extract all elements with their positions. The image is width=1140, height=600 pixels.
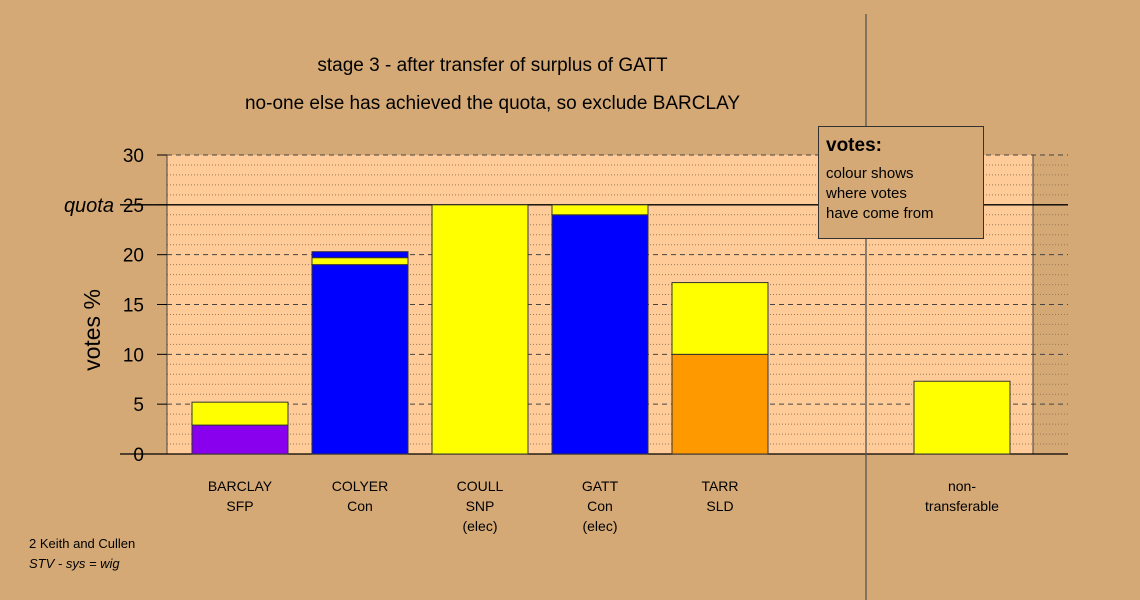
legend-box: votes: colour shows where votes have com… — [818, 126, 984, 239]
category-label-line: SLD — [706, 498, 734, 514]
category-label-line: COULL — [456, 478, 504, 494]
category-label-line: non- — [947, 478, 977, 494]
bar-group-0 — [191, 401, 289, 455]
y-tick-label: 10 — [123, 345, 144, 366]
bar-group-4 — [671, 282, 769, 455]
y-tick-label: 25 — [123, 196, 144, 217]
bar-segment — [191, 424, 289, 455]
bar-segment — [311, 264, 409, 455]
legend-line-3: have come from — [826, 205, 934, 222]
quota-label: quota — [64, 195, 114, 217]
y-tick-label: 20 — [123, 246, 144, 267]
category-label: TARR SLD — [660, 476, 780, 516]
category-label: COLYER Con — [300, 476, 420, 516]
bar-group-1 — [311, 251, 409, 455]
category-label-line: SNP — [465, 498, 495, 514]
legend-line-1: colour shows — [826, 165, 914, 182]
category-label: COULL SNP (elec) — [420, 476, 540, 536]
legend-line-2: where votes — [826, 185, 907, 202]
category-label: BARCLAY SFP — [180, 476, 300, 516]
category-label-line: COLYER — [331, 478, 389, 494]
category-label-line: (elec) — [462, 518, 498, 534]
chart-title: stage 3 - after transfer of surplus of G… — [317, 55, 668, 76]
credit-system: STV - sys = wig — [29, 556, 120, 571]
bar-group-2 — [431, 204, 529, 455]
bar-segment — [671, 353, 769, 455]
credit-authors: 2 Keith and Cullen — [29, 536, 136, 551]
category-label: non-transferable — [902, 476, 1022, 516]
category-label-line: TARR — [701, 478, 739, 494]
y-axis-title: votes % — [79, 289, 105, 371]
chart-subtitle: no-one else has achieved the quota, so e… — [244, 93, 741, 114]
bar-segment — [311, 257, 409, 266]
bar-segment — [671, 282, 769, 355]
bar-segment — [191, 401, 289, 426]
bar-group-3 — [551, 204, 649, 455]
category-label-line: BARCLAY — [207, 478, 273, 494]
y-tick-label: 30 — [123, 146, 144, 167]
legend-heading: votes: — [826, 135, 882, 156]
y-tick-label: 5 — [133, 395, 144, 416]
category-label-line: SFP — [226, 498, 254, 514]
bar-segment — [551, 204, 649, 216]
category-label-line: Con — [587, 498, 613, 514]
bar-segment — [913, 380, 1011, 455]
category-label: GATT Con (elec) — [540, 476, 660, 536]
category-label-line: transferable — [925, 498, 999, 514]
bar-group-5 — [913, 380, 1011, 455]
y-tick-label: 15 — [123, 296, 144, 317]
bar-segment — [311, 251, 409, 259]
bar-segment — [551, 214, 649, 455]
category-label-line: GATT — [581, 478, 619, 494]
category-label-line: Con — [347, 498, 373, 514]
bar-segment — [431, 204, 529, 455]
y-tick-label: 0 — [133, 445, 144, 466]
category-label-line: (elec) — [582, 518, 618, 534]
